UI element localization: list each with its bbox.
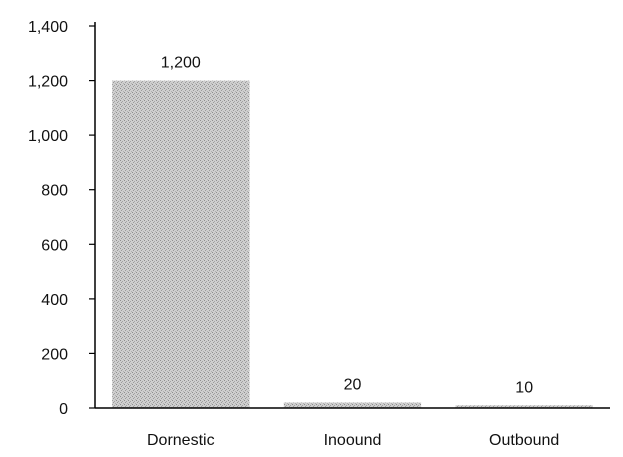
labels-layer: 1,200 Dornestic 20 Inoound 10 Outbound 0 200 400… (28, 19, 559, 449)
bar-outbound (455, 405, 593, 408)
data-label-outbound: 10 (515, 379, 533, 396)
y-tick-label-800: 800 (41, 183, 68, 200)
category-label-domestic: Dornestic (147, 432, 215, 449)
y-tick-label-200: 200 (41, 346, 68, 363)
y-tick-label-1400: 1,400 (28, 19, 68, 36)
data-label-domestic: 1,200 (161, 55, 201, 72)
category-label-inbound: Inoound (324, 432, 382, 449)
axes-layer (89, 22, 610, 409)
y-tick-label-1200: 1,200 (28, 74, 68, 91)
bar-domestic (112, 80, 250, 408)
y-tick-label-400: 400 (41, 292, 68, 309)
data-label-inbound: 20 (344, 377, 362, 394)
bar-inbound (283, 402, 422, 408)
category-label-outbound: Outbound (489, 432, 559, 449)
y-tick-label-0: 0 (59, 401, 68, 418)
y-tick-label-600: 600 (41, 237, 68, 254)
y-tick-label-1000: 1,000 (28, 128, 68, 145)
bars-layer (112, 80, 593, 408)
